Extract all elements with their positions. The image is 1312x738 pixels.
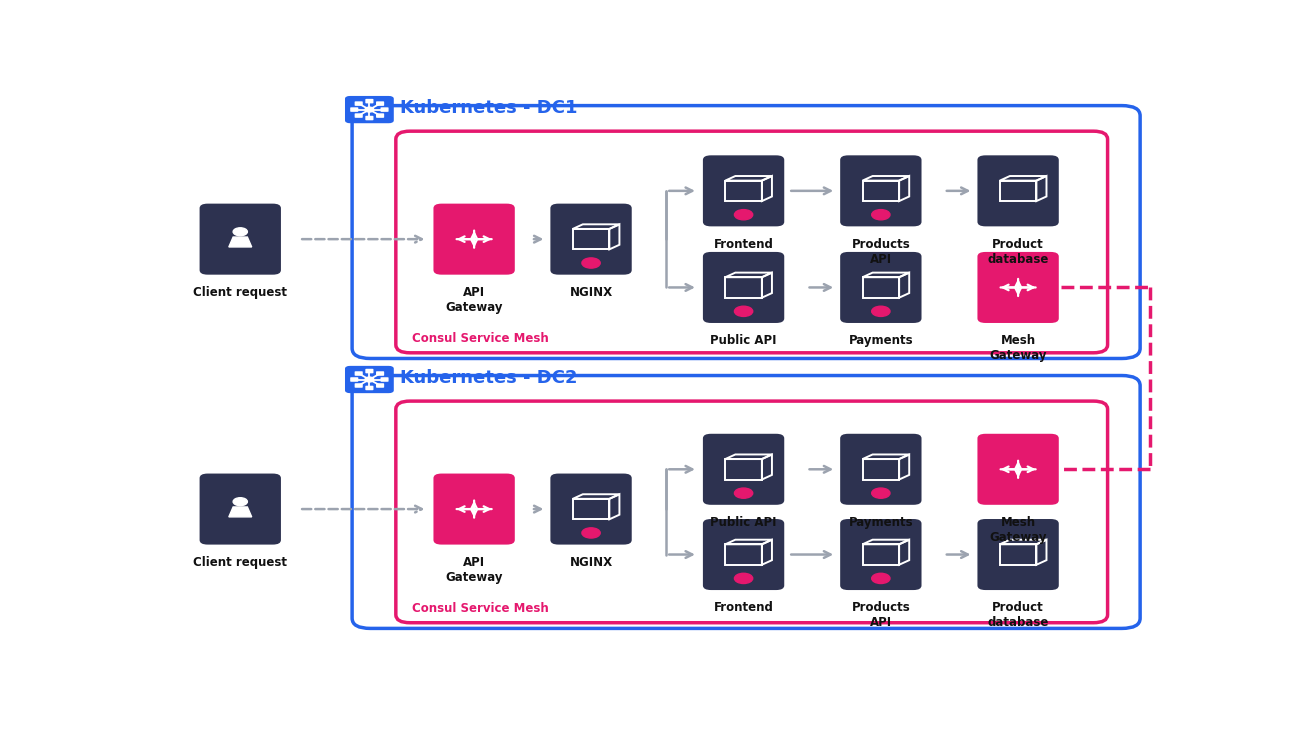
Circle shape [735, 488, 753, 498]
FancyBboxPatch shape [345, 366, 394, 393]
Text: Consul Service Mesh: Consul Service Mesh [412, 332, 548, 345]
Text: Frontend: Frontend [714, 238, 774, 251]
FancyBboxPatch shape [377, 101, 384, 106]
FancyBboxPatch shape [396, 401, 1107, 623]
Text: Payments: Payments [849, 334, 913, 348]
Circle shape [871, 306, 890, 317]
Text: Client request: Client request [193, 556, 287, 569]
FancyBboxPatch shape [703, 434, 785, 505]
Text: API
Gateway: API Gateway [445, 556, 502, 584]
FancyBboxPatch shape [354, 371, 362, 376]
FancyBboxPatch shape [977, 252, 1059, 323]
FancyBboxPatch shape [433, 204, 514, 275]
FancyBboxPatch shape [840, 519, 921, 590]
Text: Kubernetes - DC2: Kubernetes - DC2 [400, 369, 577, 387]
FancyBboxPatch shape [433, 474, 514, 545]
Text: NGINX: NGINX [569, 286, 613, 299]
FancyBboxPatch shape [354, 114, 362, 118]
FancyBboxPatch shape [350, 107, 358, 112]
FancyBboxPatch shape [199, 204, 281, 275]
Text: Kubernetes - DC1: Kubernetes - DC1 [400, 99, 577, 117]
Text: Public API: Public API [710, 516, 777, 529]
FancyBboxPatch shape [703, 252, 785, 323]
FancyBboxPatch shape [703, 155, 785, 227]
FancyBboxPatch shape [354, 101, 362, 106]
FancyBboxPatch shape [977, 155, 1059, 227]
Circle shape [735, 306, 753, 317]
Polygon shape [228, 507, 252, 517]
Circle shape [365, 107, 374, 112]
Text: Frontend: Frontend [714, 601, 774, 615]
FancyBboxPatch shape [352, 106, 1140, 359]
Text: Product
database: Product database [988, 238, 1048, 266]
Circle shape [871, 488, 890, 498]
FancyBboxPatch shape [377, 383, 384, 387]
FancyBboxPatch shape [840, 434, 921, 505]
Text: Public API: Public API [710, 334, 777, 348]
Polygon shape [228, 237, 252, 247]
FancyBboxPatch shape [350, 377, 358, 382]
Text: Products
API: Products API [851, 238, 911, 266]
Text: Payments: Payments [849, 516, 913, 529]
Circle shape [464, 528, 483, 538]
Circle shape [735, 573, 753, 584]
FancyBboxPatch shape [380, 377, 388, 382]
Circle shape [464, 258, 483, 268]
FancyBboxPatch shape [377, 114, 384, 118]
FancyBboxPatch shape [551, 474, 632, 545]
FancyBboxPatch shape [840, 155, 921, 227]
FancyBboxPatch shape [377, 371, 384, 376]
Text: Mesh
Gateway: Mesh Gateway [989, 334, 1047, 362]
FancyBboxPatch shape [551, 204, 632, 275]
Circle shape [583, 528, 600, 538]
Text: Consul Service Mesh: Consul Service Mesh [412, 601, 548, 615]
Text: NGINX: NGINX [569, 556, 613, 569]
FancyBboxPatch shape [365, 116, 374, 120]
Text: Mesh
Gateway: Mesh Gateway [989, 516, 1047, 544]
FancyBboxPatch shape [703, 519, 785, 590]
Circle shape [234, 228, 248, 235]
Circle shape [871, 573, 890, 584]
FancyBboxPatch shape [354, 383, 362, 387]
Text: Product
database: Product database [988, 601, 1048, 630]
Text: API
Gateway: API Gateway [445, 286, 502, 314]
FancyBboxPatch shape [380, 107, 388, 112]
FancyBboxPatch shape [840, 252, 921, 323]
Circle shape [365, 377, 374, 382]
Circle shape [583, 258, 600, 268]
FancyBboxPatch shape [365, 369, 374, 373]
FancyBboxPatch shape [199, 474, 281, 545]
Circle shape [735, 210, 753, 220]
Circle shape [871, 210, 890, 220]
Text: Client request: Client request [193, 286, 287, 299]
FancyBboxPatch shape [365, 99, 374, 103]
FancyBboxPatch shape [365, 386, 374, 390]
FancyBboxPatch shape [977, 434, 1059, 505]
Text: Products
API: Products API [851, 601, 911, 630]
FancyBboxPatch shape [977, 519, 1059, 590]
FancyBboxPatch shape [396, 131, 1107, 353]
FancyBboxPatch shape [352, 376, 1140, 629]
Circle shape [234, 497, 248, 506]
FancyBboxPatch shape [345, 96, 394, 123]
